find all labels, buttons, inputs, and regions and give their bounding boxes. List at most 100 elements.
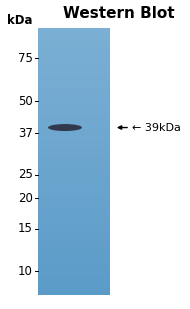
Bar [38, 272, 110, 274]
Bar [38, 170, 110, 171]
Bar [38, 127, 110, 128]
Bar [38, 222, 110, 223]
Bar [38, 150, 110, 151]
Bar [38, 288, 110, 290]
Bar [38, 158, 110, 159]
Bar [38, 31, 110, 32]
Bar [38, 112, 110, 113]
Bar [38, 41, 110, 43]
Bar [38, 139, 110, 140]
Bar [38, 267, 110, 268]
Bar [38, 212, 110, 214]
Bar [38, 80, 110, 81]
Bar [38, 142, 110, 143]
Bar [38, 60, 110, 61]
Bar [38, 254, 110, 255]
Bar [38, 187, 110, 188]
Text: 37: 37 [18, 127, 33, 140]
Bar [38, 175, 110, 176]
Bar [38, 143, 110, 144]
Bar [38, 226, 110, 227]
Bar [38, 179, 110, 180]
Text: kDa: kDa [7, 14, 33, 27]
Bar [38, 33, 110, 35]
Bar [38, 120, 110, 121]
Bar [38, 223, 110, 224]
Bar [38, 154, 110, 155]
Bar [38, 268, 110, 270]
Bar [38, 87, 110, 88]
Bar [38, 266, 110, 267]
Bar [38, 53, 110, 55]
Bar [38, 264, 110, 266]
Bar [38, 140, 110, 142]
Bar [38, 162, 110, 163]
Bar [38, 125, 110, 127]
Bar [38, 37, 110, 39]
Bar [38, 103, 110, 104]
Bar [38, 168, 110, 170]
Bar [38, 199, 110, 200]
Bar [38, 274, 110, 275]
Bar [38, 292, 110, 294]
Bar [38, 108, 110, 109]
Bar [38, 123, 110, 124]
Ellipse shape [48, 124, 82, 131]
Bar [38, 136, 110, 138]
Bar [38, 290, 110, 291]
Bar [38, 148, 110, 150]
Bar [38, 197, 110, 199]
Bar [38, 189, 110, 191]
Bar [38, 83, 110, 84]
Bar [38, 279, 110, 280]
Bar [38, 177, 110, 179]
Bar [38, 36, 110, 37]
Bar [38, 63, 110, 64]
Bar [38, 234, 110, 235]
Bar [38, 192, 110, 193]
Bar [38, 43, 110, 44]
Bar [38, 200, 110, 201]
Bar [38, 260, 110, 262]
Bar [38, 246, 110, 247]
Bar [38, 184, 110, 185]
Bar [38, 183, 110, 184]
Bar [38, 67, 110, 68]
Bar [38, 133, 110, 135]
Bar [38, 167, 110, 168]
Bar [38, 180, 110, 181]
Bar [38, 166, 110, 167]
Bar [38, 124, 110, 125]
Bar [38, 99, 110, 100]
Bar [38, 174, 110, 175]
Bar [38, 283, 110, 284]
Text: 25: 25 [18, 168, 33, 181]
Bar [38, 138, 110, 139]
Bar [38, 211, 110, 212]
Bar [38, 208, 110, 210]
Bar [38, 47, 110, 48]
Bar [38, 196, 110, 197]
Bar [38, 251, 110, 252]
Bar [38, 121, 110, 123]
Bar [38, 96, 110, 97]
Bar [38, 117, 110, 119]
Text: 20: 20 [18, 192, 33, 205]
Bar [38, 281, 110, 283]
Bar [38, 294, 110, 295]
Bar [38, 201, 110, 203]
Bar [38, 259, 110, 260]
Bar [38, 49, 110, 51]
Bar [38, 228, 110, 230]
Bar [38, 89, 110, 91]
Bar [38, 263, 110, 264]
Bar [38, 51, 110, 52]
Bar [38, 147, 110, 148]
Bar [38, 239, 110, 240]
Bar [38, 146, 110, 147]
Bar [38, 248, 110, 250]
Bar [38, 243, 110, 244]
Bar [38, 70, 110, 71]
Bar [38, 172, 110, 174]
Bar [38, 66, 110, 67]
